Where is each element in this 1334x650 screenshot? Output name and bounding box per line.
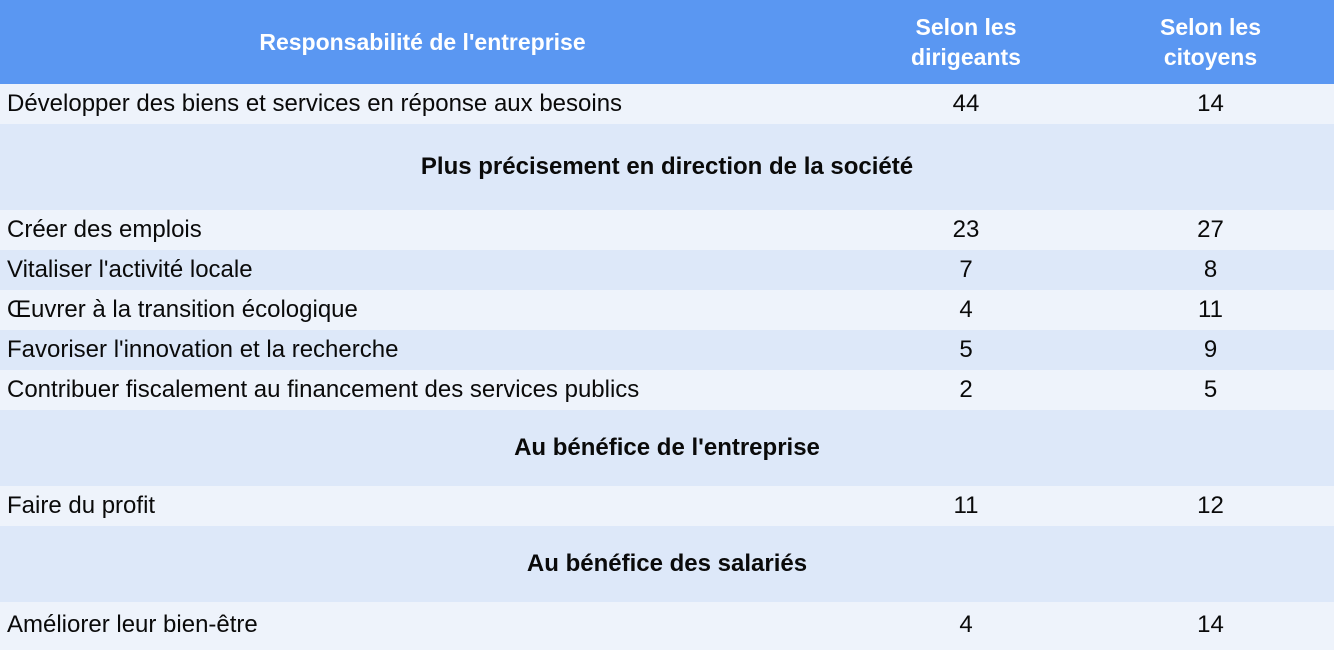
value-cell-citoyens: 14 bbox=[1087, 84, 1334, 124]
table-header: Responsabilité de l'entreprise Selon les… bbox=[0, 0, 1334, 84]
column-header-dirigeants: Selon les dirigeants bbox=[845, 0, 1087, 84]
value-cell-citoyens: 14 bbox=[1087, 602, 1334, 650]
row-label-cell: Faire du profit bbox=[0, 486, 845, 526]
section-row: Au bénéfice de l'entreprise bbox=[0, 410, 1334, 486]
row-label-cell: Vitaliser l'activité locale bbox=[0, 250, 845, 290]
column-header-dirigeants-label: Selon les dirigeants bbox=[911, 14, 1021, 70]
table-row: Créer des emplois 23 27 bbox=[0, 210, 1334, 250]
row-label-cell: Développer des biens et services en répo… bbox=[0, 84, 845, 124]
table-row: Vitaliser l'activité locale 7 8 bbox=[0, 250, 1334, 290]
value-cell-citoyens: 11 bbox=[1087, 290, 1334, 330]
column-header-citoyens-label: Selon les citoyens bbox=[1160, 14, 1261, 70]
row-label-cell: Favoriser l'innovation et la recherche bbox=[0, 330, 845, 370]
row-label-cell: Œuvrer à la transition écologique bbox=[0, 290, 845, 330]
value-cell-dirigeants: 4 bbox=[845, 602, 1087, 650]
value-cell-citoyens: 27 bbox=[1087, 210, 1334, 250]
section-title: Plus précisement en direction de la soci… bbox=[0, 124, 1334, 210]
row-label-cell: Contribuer fiscalement au financement de… bbox=[0, 370, 845, 410]
row-label-cell: Améliorer leur bien-être bbox=[0, 602, 845, 650]
value-cell-dirigeants: 44 bbox=[845, 84, 1087, 124]
value-cell-citoyens: 5 bbox=[1087, 370, 1334, 410]
table-row: Œuvrer à la transition écologique 4 11 bbox=[0, 290, 1334, 330]
value-cell-dirigeants: 11 bbox=[845, 486, 1087, 526]
value-cell-citoyens: 9 bbox=[1087, 330, 1334, 370]
table-row: Développer des biens et services en répo… bbox=[0, 84, 1334, 124]
row-label-cell: Créer des emplois bbox=[0, 210, 845, 250]
table-row: Contribuer fiscalement au financement de… bbox=[0, 370, 1334, 410]
value-cell-citoyens: 12 bbox=[1087, 486, 1334, 526]
table-row: Faire du profit 11 12 bbox=[0, 486, 1334, 526]
value-cell-dirigeants: 7 bbox=[845, 250, 1087, 290]
table-row: Favoriser l'innovation et la recherche 5… bbox=[0, 330, 1334, 370]
value-cell-dirigeants: 5 bbox=[845, 330, 1087, 370]
header-row: Responsabilité de l'entreprise Selon les… bbox=[0, 0, 1334, 84]
column-header-citoyens: Selon les citoyens bbox=[1087, 0, 1334, 84]
table-body: Développer des biens et services en répo… bbox=[0, 84, 1334, 650]
section-title: Au bénéfice des salariés bbox=[0, 526, 1334, 602]
value-cell-citoyens: 8 bbox=[1087, 250, 1334, 290]
section-row: Plus précisement en direction de la soci… bbox=[0, 124, 1334, 210]
section-row: Au bénéfice des salariés bbox=[0, 526, 1334, 602]
value-cell-dirigeants: 2 bbox=[845, 370, 1087, 410]
table-row: Améliorer leur bien-être 4 14 bbox=[0, 602, 1334, 650]
value-cell-dirigeants: 23 bbox=[845, 210, 1087, 250]
value-cell-dirigeants: 4 bbox=[845, 290, 1087, 330]
section-title: Au bénéfice de l'entreprise bbox=[0, 410, 1334, 486]
column-header-responsabilite: Responsabilité de l'entreprise bbox=[0, 0, 845, 84]
